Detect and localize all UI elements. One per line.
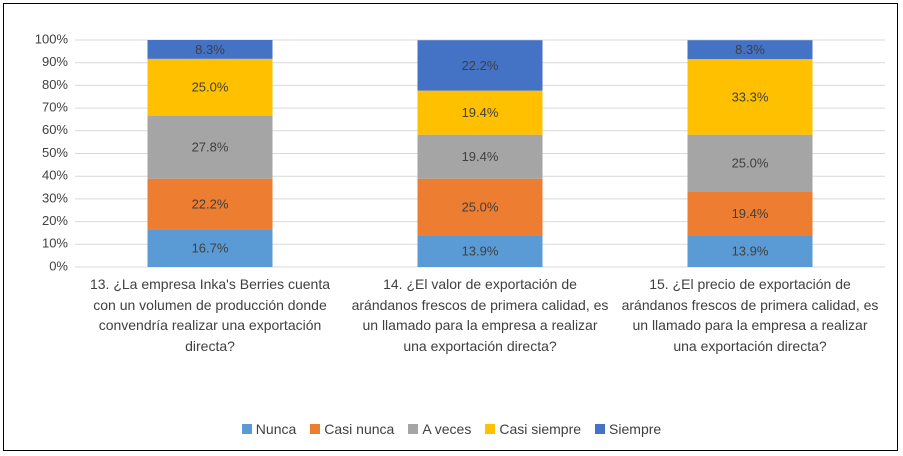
chart-frame (3, 3, 898, 451)
y-tick-label: 90% (42, 54, 68, 69)
bar-segment (417, 40, 543, 91)
y-tick-label: 60% (42, 122, 68, 137)
legend: Nunca Casi nunca A veces Casi siempre Siempr… (0, 421, 903, 437)
legend-label: A veces (422, 421, 472, 437)
bar-segment (147, 178, 273, 230)
legend-swatch (241, 424, 252, 434)
data-label: 25.0% (732, 155, 769, 170)
x-tick-label: 13. ¿La empresa Inka's Berries cuenta co… (89, 276, 331, 354)
data-label: 19.4% (462, 149, 499, 164)
bar-segment (687, 134, 813, 192)
y-tick-label: 0% (49, 258, 68, 273)
data-label: 22.2% (462, 58, 499, 73)
y-tick-label: 10% (42, 236, 68, 251)
legend-label: Casi nunca (324, 421, 395, 437)
legend-item: Casi siempre (485, 421, 581, 437)
y-tick-label: 30% (42, 190, 68, 205)
legend-swatch (595, 424, 606, 434)
legend-label: Nunca (255, 421, 297, 437)
data-label: 19.4% (462, 105, 499, 120)
data-label: 22.2% (192, 196, 229, 211)
data-label: 19.4% (732, 206, 769, 221)
y-tick-label: 80% (42, 77, 68, 92)
legend-item: Casi nunca (310, 421, 394, 437)
y-tick-label: 40% (42, 168, 68, 183)
legend-label: Siempre (609, 421, 662, 437)
data-label: 27.8% (192, 140, 229, 155)
legend-swatch (310, 424, 321, 434)
bar-segment (417, 90, 543, 135)
legend-item: Nunca (241, 421, 297, 437)
bar-segment (417, 134, 543, 179)
legend-label: Casi siempre (499, 421, 582, 437)
legend-swatch (485, 424, 496, 434)
bar-segment (417, 235, 543, 267)
data-label: 33.3% (732, 89, 769, 104)
bar-segment (147, 229, 273, 267)
data-label: 25.0% (462, 200, 499, 215)
bar-segment (417, 178, 543, 236)
data-label: 8.3% (195, 42, 225, 57)
data-label: 25.0% (192, 80, 229, 95)
bar-segment (687, 59, 813, 135)
y-tick-label: 20% (42, 213, 68, 228)
bar-segment (687, 235, 813, 267)
data-label: 8.3% (735, 42, 765, 57)
bar-segment (687, 40, 813, 60)
bar-segment (147, 40, 273, 59)
data-label: 16.7% (192, 240, 229, 255)
legend-item: A veces (408, 421, 471, 437)
bar-segment (147, 115, 273, 179)
y-tick-label: 50% (42, 145, 68, 160)
data-label: 13.9% (732, 244, 769, 259)
data-label: 13.9% (462, 244, 499, 259)
bar-segment (147, 58, 273, 116)
legend-swatch (408, 424, 419, 434)
x-tick-label: 14. ¿El valor de exportación de arándano… (351, 276, 609, 354)
bar-segment (687, 191, 813, 236)
y-tick-label: 100% (35, 31, 69, 46)
legend-item: Siempre (595, 421, 661, 437)
y-tick-label: 70% (42, 100, 68, 115)
x-tick-label: 15. ¿El precio de exportación de arándan… (621, 276, 879, 354)
